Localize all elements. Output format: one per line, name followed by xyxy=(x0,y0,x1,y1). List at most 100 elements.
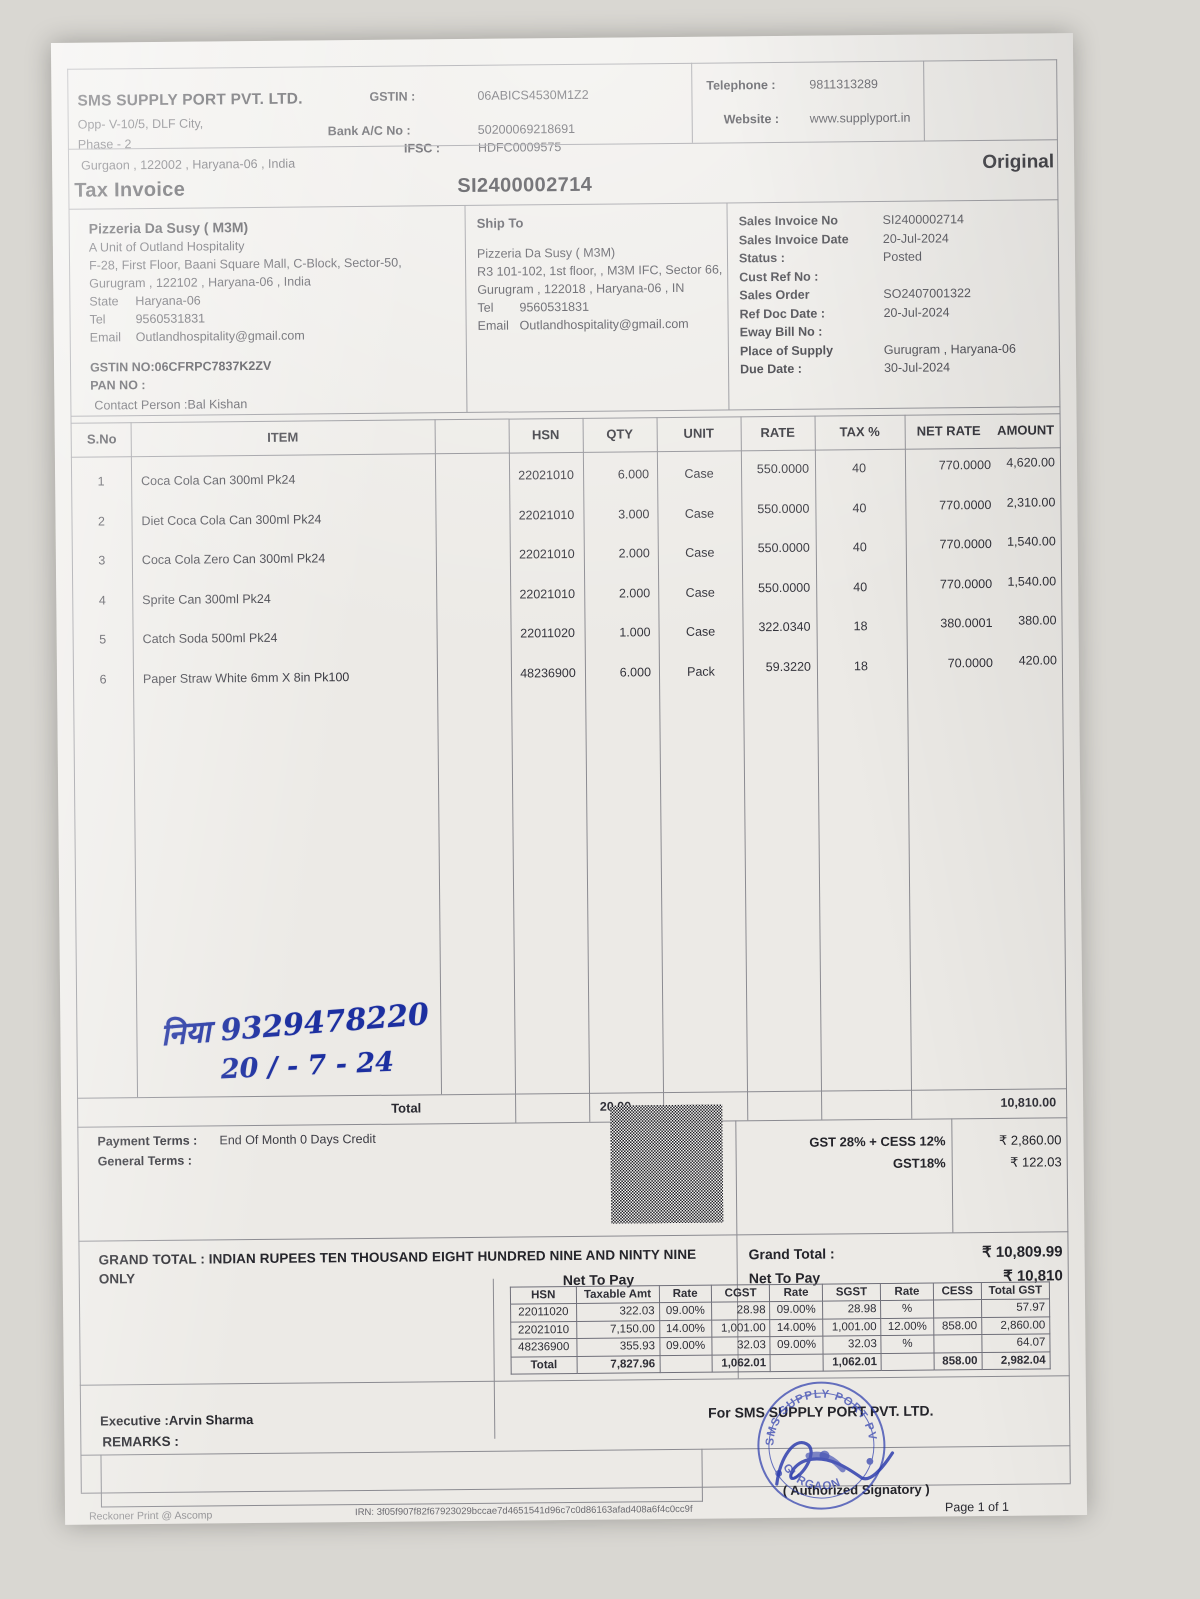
items-col-header: UNIT xyxy=(683,425,714,441)
items-col-header: AMOUNT xyxy=(997,422,1055,438)
payment-terms-label: Payment Terms : xyxy=(97,1133,198,1149)
gst-sgst-rate: 09.00% xyxy=(769,1301,823,1320)
row-item-name: Coca Cola Can 300ml Pk24 xyxy=(141,472,296,489)
gst-col-header: SGST xyxy=(822,1283,881,1302)
signature-mark xyxy=(775,1441,895,1486)
border-left-rule xyxy=(67,68,82,1493)
bill-to-unit: A Unit of Outland Hospitality xyxy=(88,239,245,255)
tax-line-value: ₹ 2,860.00 xyxy=(998,1132,1062,1148)
gst-sgst-rate: 14.00% xyxy=(770,1318,823,1337)
invoice-meta-list: Sales Invoice No SI2400002714 Sales Invoic… xyxy=(51,33,1073,376)
gst-total: 2,860.00 xyxy=(981,1316,1050,1335)
meta-value: 20-Jul-2024 xyxy=(883,304,950,320)
row-amount: 1,540.00 xyxy=(1007,573,1057,589)
meta-value: Gurugram , Haryana-06 xyxy=(883,341,1016,357)
party-divider-1 xyxy=(464,204,468,412)
row-amount: 420.00 xyxy=(1018,652,1057,668)
bill-to-address-line1: F-28, First Floor, Baani Square Mall, C-… xyxy=(88,255,402,273)
col-rule-hsn xyxy=(508,418,517,1123)
gst-summary-top-rule xyxy=(79,1375,1070,1386)
for-company-label: For SMS SUPPLY PORT PVT. LTD. xyxy=(708,1402,934,1421)
row-amount: 2,310.00 xyxy=(1006,494,1056,510)
payment-terms-value: End Of Month 0 Days Credit xyxy=(219,1131,376,1148)
gst-col-header: Rate xyxy=(769,1284,823,1302)
row-rate: 550.0000 xyxy=(757,501,810,516)
gst-col-header: CESS xyxy=(933,1282,982,1301)
row-hsn: 22021010 xyxy=(518,467,574,483)
meta-label: Cust Ref No : xyxy=(739,269,819,284)
row-rate: 550.0000 xyxy=(757,580,811,595)
gst-total-label: Total xyxy=(511,1355,577,1374)
items-table-header: S.No ITEM HSN QTY UNIT RATE TAX % NET RATE AMOUN… xyxy=(51,33,1073,446)
ifsc-value: HDFC0009575 xyxy=(477,140,562,155)
general-terms-label: General Terms : xyxy=(97,1153,192,1169)
row-tax-percent: 18 xyxy=(853,619,868,634)
ship-to-heading: Ship To xyxy=(476,215,524,231)
telephone-value: 9811313289 xyxy=(809,77,879,92)
col-rule-sno xyxy=(130,422,139,1098)
row-serial-number: 1 xyxy=(97,474,105,489)
bill-to-state-value: Haryana-06 xyxy=(135,293,201,309)
gst-sgst: 28.98 xyxy=(822,1300,882,1319)
invoice-page: SMS SUPPLY PORT PVT. LTD. Opp- V-10/5, D… xyxy=(51,33,1087,1525)
terms-bottom-rule xyxy=(78,1231,1069,1242)
row-hsn: 22021010 xyxy=(519,586,576,601)
bill-to-pan: PAN NO : xyxy=(90,378,146,393)
row-hsn: 48236900 xyxy=(520,665,576,680)
row-item-name: Catch Soda 500ml Pk24 xyxy=(142,630,278,647)
gst-cess-rate: 12.00% xyxy=(881,1317,934,1336)
ship-to-email-value: Outlandhospitality@gmail.com xyxy=(519,316,689,333)
total-label: Grand Total : xyxy=(748,1245,835,1263)
gst-cess xyxy=(933,1334,982,1353)
row-tax-percent: 40 xyxy=(852,540,867,555)
col-rule-qty xyxy=(582,417,591,1122)
website-label: Website : xyxy=(723,111,780,127)
header-divider-vertical-2 xyxy=(923,60,925,141)
row-amount: 4,620.00 xyxy=(1006,455,1056,470)
bill-to-tel-label: Tel xyxy=(89,312,106,327)
items-col-header: S.No xyxy=(86,431,117,447)
row-qty: 2.000 xyxy=(618,546,650,561)
ship-to-address-line1: R3 101-102, 1st floor, , M3M IFC, Sector… xyxy=(477,262,723,279)
remarks-box[interactable] xyxy=(100,1448,703,1508)
bill-to-state-label: State xyxy=(89,294,119,309)
row-rate: 550.0000 xyxy=(757,540,810,556)
page-title: Tax Invoice xyxy=(74,178,186,202)
tax-line-label: GST 28% + CESS 12% xyxy=(809,1133,946,1150)
row-unit: Case xyxy=(684,506,715,521)
row-qty: 2.000 xyxy=(618,585,651,601)
website-value[interactable]: www.supplyport.in xyxy=(809,110,911,126)
ship-to-tel-value: 9560531831 xyxy=(519,299,590,315)
gst-total: 57.97 xyxy=(981,1299,1050,1318)
print-credit: Reckoner Print @ Ascomp xyxy=(89,1509,213,1523)
row-qty: 3.000 xyxy=(618,506,650,522)
row-qty: 6.000 xyxy=(619,664,652,680)
header-divider-vertical xyxy=(691,62,693,143)
tax-lines-block: GST 28% + CESS 12% ₹ 2,860.00 GST18% ₹ 122.… xyxy=(51,33,1073,1171)
row-unit: Pack xyxy=(686,664,715,679)
row-hsn: 22011020 xyxy=(520,625,576,641)
gst-col-header: Total GST xyxy=(981,1281,1050,1300)
executive-name: Executive :Arvin Sharma xyxy=(100,1412,254,1429)
gst-summary-table: HSN Taxable Amt Rate CGST Rate SGST Rate CESS To… xyxy=(510,1281,1051,1374)
irn-text: IRN: 3f05f907f82f67923029bccae7d4651541d… xyxy=(354,1503,693,1519)
gstin-value: 06ABICS4530M1Z2 xyxy=(477,87,589,103)
gst-taxable: 355.93 xyxy=(576,1337,660,1356)
seller-address-line2: Phase - 2 xyxy=(77,137,132,152)
col-rule-unit xyxy=(656,417,665,1122)
row-item-name: Sprite Can 300ml Pk24 xyxy=(142,591,271,607)
bill-to-tel-value: 9560531831 xyxy=(135,311,206,327)
meta-label: Status : xyxy=(738,250,785,266)
gst-col-header: Rate xyxy=(880,1283,934,1301)
ifsc-label: IFSC : xyxy=(403,141,441,156)
gst-taxable: 7,150.00 xyxy=(576,1320,660,1339)
ship-to-tel-label: Tel xyxy=(477,300,494,315)
row-serial-number: 4 xyxy=(98,592,106,608)
row-unit: Case xyxy=(685,585,715,600)
contact-person: Contact Person :Bal Kishan xyxy=(94,397,248,413)
row-item-name: Coca Cola Zero Can 300ml Pk24 xyxy=(141,551,326,568)
border-top-rule xyxy=(67,59,1058,70)
bank-ac-label: Bank A/C No : xyxy=(327,123,411,139)
items-col-header: TAX % xyxy=(839,424,880,440)
gst-total-blank xyxy=(881,1352,934,1371)
